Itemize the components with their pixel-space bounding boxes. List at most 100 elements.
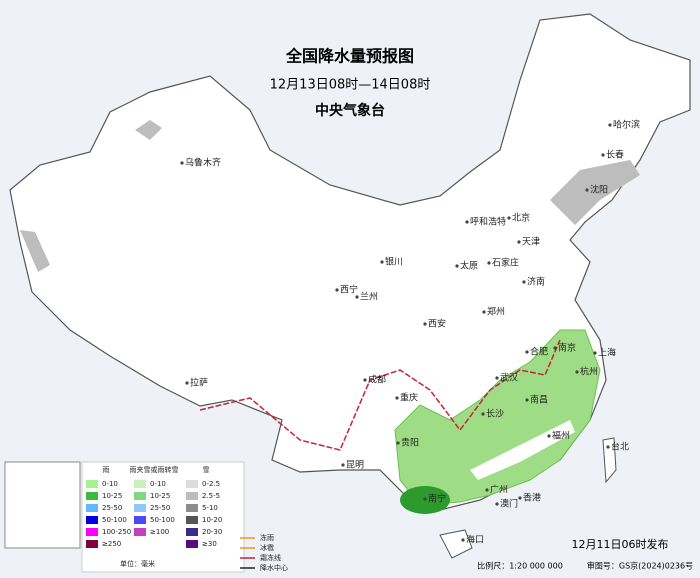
snow-area <box>135 120 162 140</box>
city-label: 海口 <box>466 534 484 546</box>
city-dot <box>495 502 499 506</box>
issuer: 中央气象台 <box>315 102 385 119</box>
legend-label: 20-30 <box>202 528 222 536</box>
approval: 审图号：GS京(2024)0236号 <box>587 561 693 571</box>
city-dot <box>423 497 427 501</box>
city-label: 合肥 <box>530 346 548 358</box>
city-label: 济南 <box>527 276 545 288</box>
snow-area <box>550 160 640 225</box>
legend-label: 0-10 <box>102 480 118 488</box>
legend-swatch <box>134 516 146 524</box>
legend-label: 0-10 <box>150 480 166 488</box>
city-dot <box>380 260 384 264</box>
city-label: 拉萨 <box>190 377 208 389</box>
city-dot <box>481 412 485 416</box>
inset-map <box>4 461 81 549</box>
city-dot <box>487 261 491 265</box>
legend-label: 5-10 <box>202 504 218 512</box>
city-dot <box>517 240 521 244</box>
legend-swatch <box>186 516 198 524</box>
legend-label: 2.5-5 <box>202 492 220 500</box>
city-dot <box>423 322 427 326</box>
hainan <box>439 529 473 559</box>
city-label: 贵阳 <box>401 437 419 449</box>
legend-label: 10-25 <box>102 492 122 500</box>
city-dot <box>482 310 486 314</box>
legend-group-title: 雨夹雪或雨转雪 <box>130 465 179 474</box>
city-dot <box>575 370 579 374</box>
city-dot <box>547 434 551 438</box>
city-dot <box>601 153 605 157</box>
city-dot <box>455 264 459 268</box>
city-dot <box>522 280 526 284</box>
legend-label: 50-100 <box>102 516 127 524</box>
city-dot <box>593 351 597 355</box>
legend-swatch <box>186 540 198 548</box>
legend-swatch <box>134 528 146 536</box>
city-dot <box>495 376 499 380</box>
city-label: 台北 <box>611 441 629 453</box>
legend-swatch <box>86 528 98 536</box>
city-dot <box>396 441 400 445</box>
city-label: 西宁 <box>340 284 358 296</box>
legend-symbol-label: 冻雨 <box>260 533 274 542</box>
legend-swatch <box>186 480 198 488</box>
city-dot <box>355 295 359 299</box>
city-dot <box>461 538 465 542</box>
legend-swatch <box>134 480 146 488</box>
legend-label: 100-250 <box>102 528 131 536</box>
city-dot <box>485 488 489 492</box>
city-label: 上海 <box>598 347 616 359</box>
city-dot <box>585 188 589 192</box>
city-dot <box>525 398 529 402</box>
subtitle: 12月13日08时—14日08时 <box>270 78 431 93</box>
legend-swatch <box>186 528 198 536</box>
city-dot <box>341 463 345 467</box>
legend-swatch <box>186 492 198 500</box>
city-dot <box>606 445 610 449</box>
legend-label: ≥30 <box>202 540 217 548</box>
city-label: 福州 <box>552 430 570 442</box>
city-dot <box>525 350 529 354</box>
city-label: 北京 <box>512 212 530 224</box>
legend-swatch <box>134 504 146 512</box>
city-label: 西安 <box>428 318 446 330</box>
legend-label: 10-20 <box>202 516 222 524</box>
legend-swatch <box>86 504 98 512</box>
legend-symbol-label: 降水中心 <box>260 563 288 572</box>
city-label: 重庆 <box>400 392 418 404</box>
city-dot <box>335 288 339 292</box>
city-label: 银川 <box>385 256 403 268</box>
legend-label: 10-25 <box>150 492 170 500</box>
city-dot <box>363 378 367 382</box>
legend-symbol-label: 霜冻线 <box>260 553 281 562</box>
snow-area <box>20 230 50 272</box>
city-label: 南京 <box>558 342 576 354</box>
city-dot <box>553 346 557 350</box>
legend <box>81 461 245 573</box>
city-label: 长春 <box>606 149 624 161</box>
city-label: 香港 <box>523 492 541 504</box>
legend-label: 25-50 <box>150 504 170 512</box>
city-label: 石家庄 <box>492 257 519 269</box>
city-label: 昆明 <box>346 460 364 471</box>
city-dot <box>395 396 399 400</box>
legend-swatch <box>86 540 98 548</box>
legend-label: 25-50 <box>102 504 122 512</box>
city-label: 南宁 <box>428 493 446 505</box>
city-label: 杭州 <box>580 366 598 378</box>
legend-label: 50-100 <box>150 516 175 524</box>
city-label: 广州 <box>490 484 508 496</box>
legend-label: ≥100 <box>150 528 169 536</box>
city-dot <box>465 220 469 224</box>
issued: 12月11日06时发布 <box>572 537 669 551</box>
legend-swatch <box>86 480 98 488</box>
legend-symbol-label: 冰雹 <box>260 543 274 552</box>
city-label: 武汉 <box>500 372 518 384</box>
title: 全国降水量预报图 <box>285 47 414 66</box>
frost-line <box>199 339 561 451</box>
city-dot <box>180 161 184 165</box>
city-dot <box>507 216 511 220</box>
city-label: 长沙 <box>486 408 504 420</box>
